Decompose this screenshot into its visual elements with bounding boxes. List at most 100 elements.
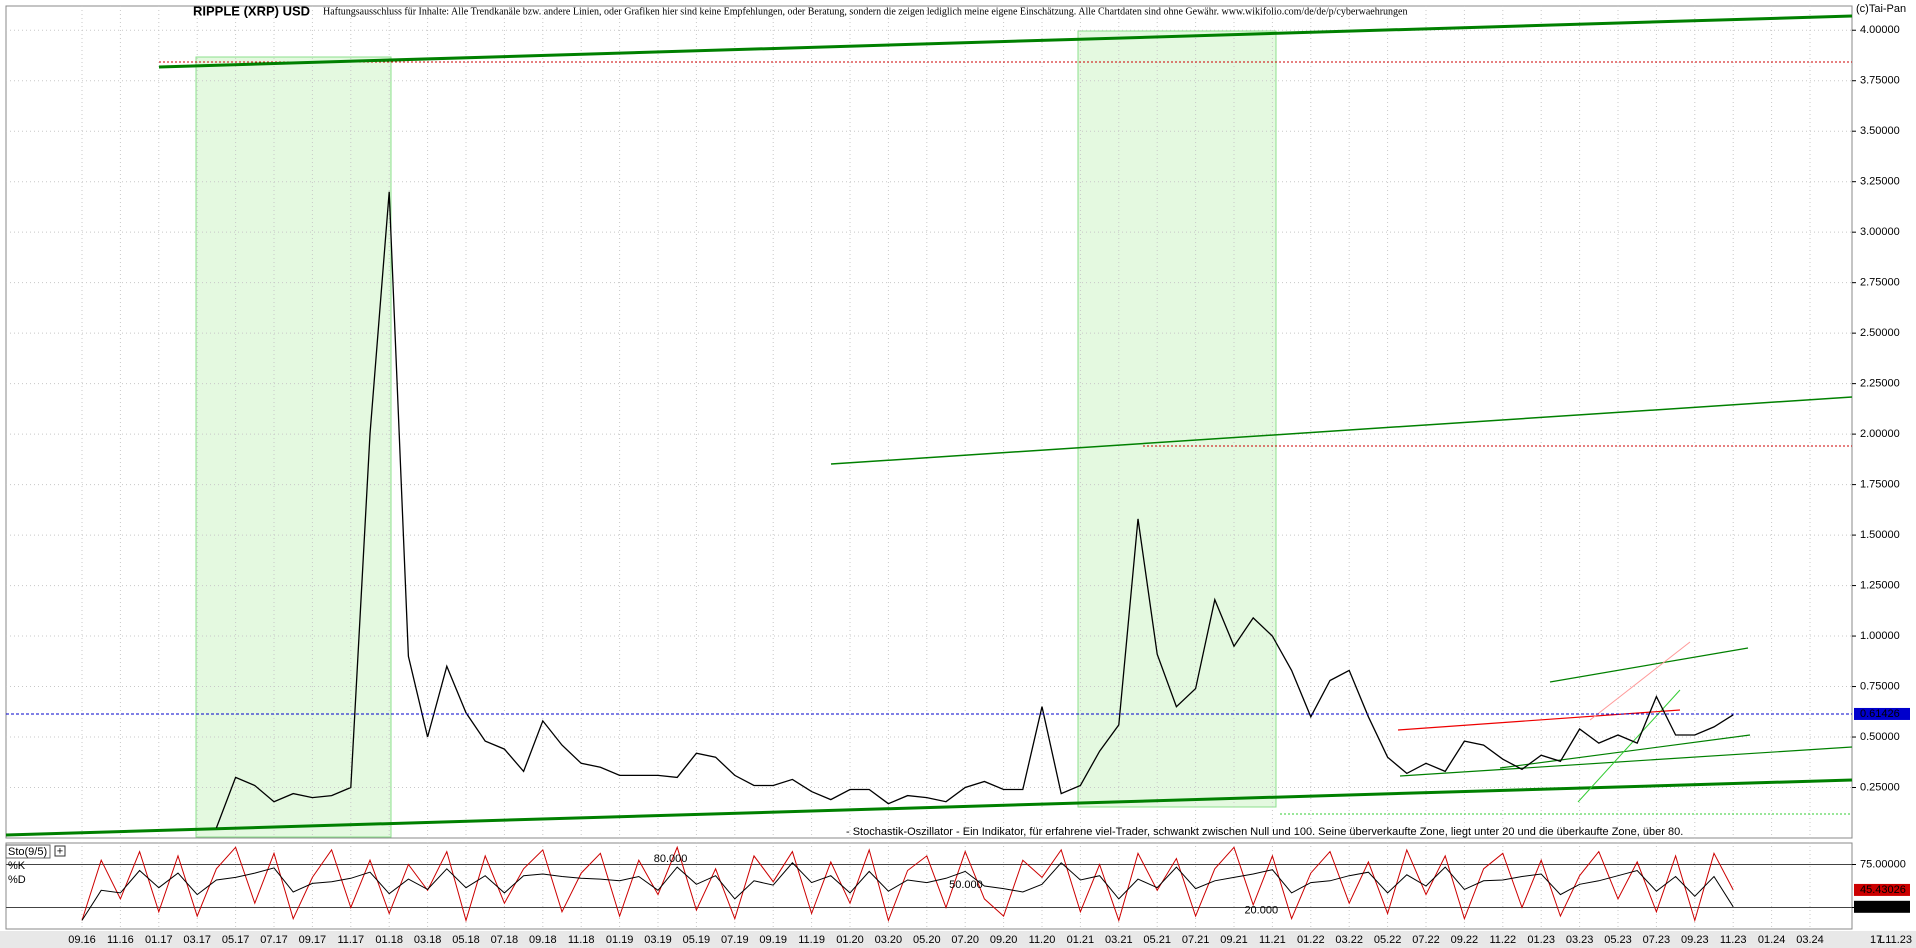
x-tick-label: 01.22 — [1297, 934, 1325, 946]
footer-date: 17.11.23 — [1870, 934, 1912, 946]
x-tick-label: 09.16 — [68, 934, 96, 946]
oscillator-line — [81, 845, 1734, 923]
x-tick-label: 09.21 — [1220, 934, 1248, 946]
disclaimer: Haftungsausschluss für Inhalte: Alle Tre… — [323, 6, 1408, 17]
x-tick-label: 03.19 — [644, 934, 672, 946]
trend-line — [1549, 647, 1749, 683]
expand-icon: + — [57, 845, 63, 857]
y-tick-label: 1.50000 — [1860, 529, 1900, 541]
x-tick-label: 07.17 — [260, 934, 288, 946]
x-tick-label: 11.19 — [798, 934, 825, 946]
x-tick-label: 09.18 — [529, 934, 557, 946]
y-tick-label: 2.25000 — [1860, 378, 1900, 390]
price-line — [215, 191, 1734, 829]
value-tag — [1854, 883, 1910, 896]
x-tick-label: 07.19 — [721, 934, 749, 946]
x-tick-label: 09.22 — [1451, 934, 1479, 946]
x-tick-label: 05.22 — [1374, 934, 1402, 946]
x-tick-label: 09.23 — [1681, 934, 1709, 946]
x-tick-label: 11.21 — [1259, 934, 1286, 946]
x-tick-label: 07.23 — [1643, 934, 1671, 946]
x-tick-label: 01.23 — [1527, 934, 1555, 946]
indicator-title: Sto(9/5) — [8, 846, 47, 858]
level-label: 50.000 — [949, 879, 983, 891]
x-tick-label: 01.24 — [1758, 934, 1786, 946]
x-tick-label: 03.18 — [414, 934, 442, 946]
footer-mode: L — [1879, 934, 1885, 946]
x-tick-label: 11.20 — [1029, 934, 1056, 946]
x-tick-label: 05.23 — [1604, 934, 1632, 946]
x-tick-label: 11.23 — [1720, 934, 1747, 946]
trend-line — [1499, 734, 1751, 769]
level-label: 80.000 — [654, 853, 688, 865]
x-tick-label: 09.17 — [299, 934, 327, 946]
trend-line — [830, 396, 1853, 465]
legend-entry: %K — [8, 860, 26, 872]
value-tag-label: 0.61426 — [1860, 708, 1900, 720]
y-tick-label: 3.00000 — [1860, 226, 1900, 238]
x-tick-label: 01.19 — [606, 934, 634, 946]
legend-entry: %D — [8, 874, 26, 886]
indicator-note: - Stochastik-Oszillator - Ein Indikator,… — [846, 826, 1683, 838]
x-tick-label: 03.20 — [875, 934, 903, 946]
x-tick-label: 05.18 — [452, 934, 480, 946]
source: (c)Tai-Pan — [1856, 3, 1906, 15]
oscillator-line — [81, 862, 1734, 921]
y-tick-label: 0.50000 — [1860, 731, 1900, 743]
y-tick-label: 0.25000 — [1860, 781, 1900, 793]
x-tick-label: 11.22 — [1489, 934, 1516, 946]
trend-line — [1399, 746, 1853, 777]
y-tick-label: 3.75000 — [1860, 75, 1900, 87]
x-tick-label: 05.21 — [1143, 934, 1171, 946]
x-tick-label: 01.18 — [375, 934, 403, 946]
value-tag — [1854, 707, 1910, 720]
y-tick-label: 75.00000 — [1860, 858, 1906, 870]
trend-line — [1397, 709, 1681, 731]
x-tick-label: 05.20 — [913, 934, 941, 946]
trend-line — [1589, 641, 1691, 721]
marks-layer — [6, 191, 1852, 923]
grid-layer — [6, 6, 1852, 929]
y-tick-label: 3.25000 — [1860, 176, 1900, 188]
x-tick-label: 03.21 — [1105, 934, 1133, 946]
y-tick-label: 1.25000 — [1860, 579, 1900, 591]
x-tick-label: 11.18 — [568, 934, 595, 946]
x-axis-band — [0, 931, 1916, 948]
y-tick-label: 2.50000 — [1860, 327, 1900, 339]
x-tick-label: 05.17 — [222, 934, 250, 946]
x-tick-label: 11.17 — [337, 934, 364, 946]
x-tick-label: 01.20 — [836, 934, 864, 946]
trend-line — [158, 14, 1853, 69]
x-tick-label: 01.21 — [1067, 934, 1095, 946]
x-tick-label: 07.18 — [491, 934, 519, 946]
x-tick-label: 03.24 — [1796, 934, 1824, 946]
y-tick-label: 0.75000 — [1860, 680, 1900, 692]
zone — [195, 56, 392, 838]
value-tag-label: 25.81400 — [1860, 901, 1906, 913]
x-tick-label: 11.16 — [107, 934, 134, 946]
y-tick-label: 2.00000 — [1860, 428, 1900, 440]
x-tick-label: 07.21 — [1182, 934, 1210, 946]
expand-button[interactable] — [54, 845, 66, 857]
x-tick-label: 09.20 — [990, 934, 1018, 946]
y-tick-label: 1.75000 — [1860, 479, 1900, 491]
y-tick-label: 1.00000 — [1860, 630, 1900, 642]
x-tick-label: 01.17 — [145, 934, 173, 946]
x-tick-label: 03.17 — [183, 934, 211, 946]
stochastic-panel — [5, 842, 1853, 930]
y-tick-label: 3.50000 — [1860, 125, 1900, 137]
zone — [1077, 30, 1277, 808]
x-tick-label: 03.23 — [1566, 934, 1594, 946]
trend-line — [5, 778, 1853, 837]
value-tag-label: 45.43026 — [1860, 884, 1906, 896]
x-tick-label: 09.19 — [759, 934, 787, 946]
chart-title: RIPPLE (XRP) USD — [193, 3, 310, 18]
x-tick-label: 03.22 — [1335, 934, 1363, 946]
x-tick-label: 07.20 — [951, 934, 979, 946]
y-tick-label: 2.75000 — [1860, 277, 1900, 289]
indicator-box — [5, 844, 51, 859]
value-tag — [1854, 900, 1910, 913]
x-tick-label: 05.19 — [683, 934, 711, 946]
x-tick-label: 07.22 — [1412, 934, 1440, 946]
